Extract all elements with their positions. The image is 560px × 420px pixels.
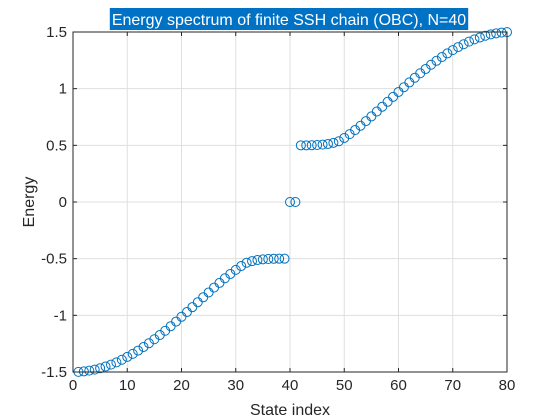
data-point — [105, 359, 116, 370]
data-point — [236, 261, 247, 272]
data-point — [187, 302, 198, 313]
data-point — [301, 140, 312, 151]
data-point — [78, 366, 89, 377]
data-point — [247, 256, 258, 267]
data-point — [133, 345, 144, 356]
ticks: 0 10 20 30 40 50 60 70 80 -1.5 -1 -0.5 0 0.5 1 1.5 — [41, 24, 515, 394]
data-point — [436, 52, 447, 63]
data-point — [480, 30, 491, 41]
y-tick-label: -0.5 — [41, 251, 67, 268]
data-point — [274, 253, 285, 264]
data-point — [474, 32, 485, 43]
x-tick-label: 60 — [390, 377, 407, 394]
data-point — [290, 197, 301, 207]
data-point — [279, 253, 290, 264]
x-tick-label: 80 — [499, 377, 516, 394]
x-tick-label: 30 — [227, 377, 244, 394]
data-point — [295, 140, 306, 151]
data-point — [138, 341, 149, 352]
data-point — [328, 137, 339, 148]
data-point — [122, 351, 133, 362]
data-point — [84, 365, 95, 376]
data-point — [241, 257, 252, 268]
data-point — [100, 361, 111, 372]
x-tick-label: 50 — [336, 377, 353, 394]
title-background — [109, 8, 469, 30]
data-point — [285, 197, 295, 207]
data-point — [252, 255, 263, 266]
data-point — [333, 136, 344, 147]
data-point — [116, 354, 127, 365]
y-tick-label: 1 — [59, 81, 67, 98]
data-point — [268, 253, 279, 264]
data-point — [95, 363, 106, 374]
data-point — [453, 42, 464, 53]
data-point — [127, 348, 138, 359]
chart-title: Energy spectrum of finite SSH chain (OBC… — [112, 12, 466, 29]
data-point — [111, 357, 122, 368]
x-tick-label: 0 — [69, 377, 77, 394]
data-point — [491, 28, 502, 39]
x-tick-label: 10 — [119, 377, 136, 394]
y-axis-label: Energy — [21, 177, 38, 228]
data-point — [431, 55, 442, 66]
data-point — [230, 264, 241, 275]
data-point — [312, 139, 323, 150]
x-tick-label: 20 — [173, 377, 190, 394]
data-point — [263, 254, 274, 265]
y-tick-label: 0.5 — [46, 137, 67, 154]
data-point — [458, 39, 469, 50]
data-point — [464, 36, 475, 47]
x-tick-label: 70 — [444, 377, 461, 394]
data-point — [442, 48, 453, 59]
x-axis-label: State index — [250, 402, 330, 419]
data-point — [339, 132, 350, 143]
x-tick-label: 40 — [282, 377, 299, 394]
y-tick-label: 1.5 — [46, 24, 67, 41]
data-point — [317, 139, 328, 150]
y-tick-label: 0 — [59, 194, 67, 211]
data-point — [322, 138, 333, 149]
y-tick-label: -1.5 — [41, 364, 67, 381]
data-point — [496, 27, 507, 38]
data-point — [447, 45, 458, 56]
data-point — [306, 140, 317, 151]
data-point — [382, 96, 393, 107]
data-points — [73, 27, 512, 377]
data-point — [469, 34, 480, 45]
data-point — [89, 364, 100, 375]
data-point — [257, 254, 268, 265]
y-tick-label: -1 — [54, 307, 67, 324]
data-point — [485, 29, 496, 40]
